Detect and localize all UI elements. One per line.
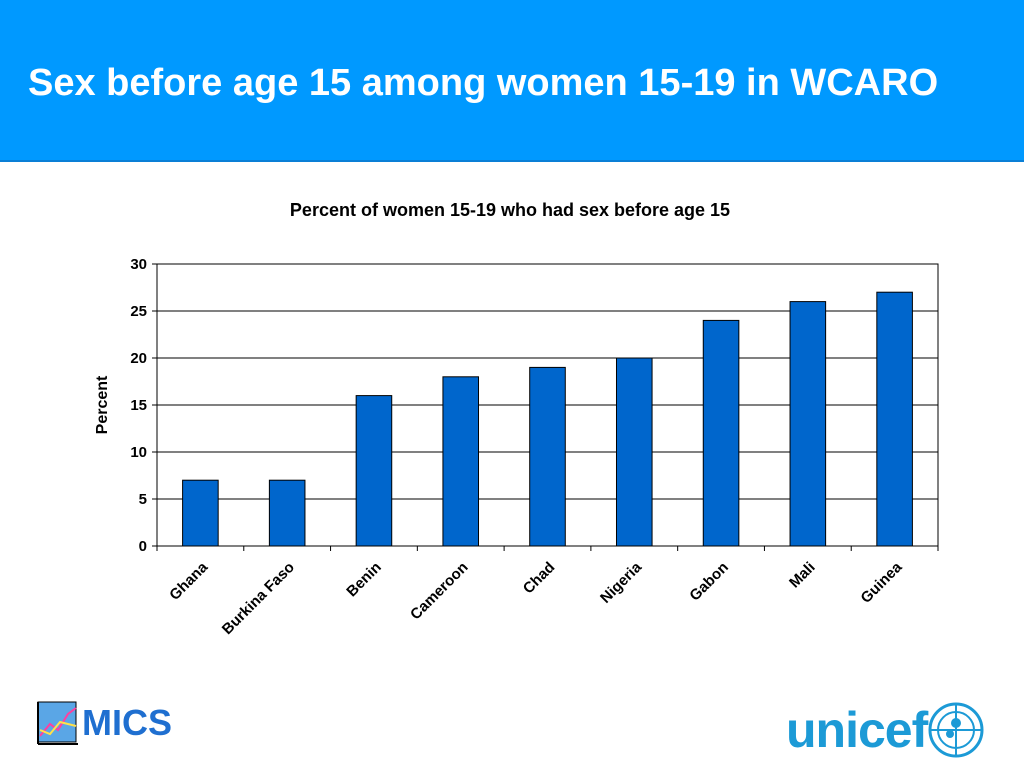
bar-gabon bbox=[702, 319, 740, 547]
bar-burkina-faso bbox=[268, 479, 306, 547]
mics-logo: MICS bbox=[36, 700, 172, 746]
unicef-logo-text: unicef bbox=[786, 702, 928, 758]
bar-ghana bbox=[182, 479, 219, 547]
x-tick-label: Gabon bbox=[686, 559, 732, 605]
bar-cameroon bbox=[442, 376, 480, 547]
x-tick-label: Cameroon bbox=[407, 559, 471, 623]
unicef-emblem-icon bbox=[928, 702, 984, 758]
x-tick-label: Benin bbox=[343, 559, 384, 600]
chart-title: Percent of women 15-19 who had sex befor… bbox=[290, 200, 730, 220]
y-tick-label: 0 bbox=[139, 538, 147, 555]
bar-guinea bbox=[876, 291, 913, 547]
y-tick-label: 15 bbox=[130, 397, 147, 414]
bar-chad bbox=[529, 366, 566, 547]
bar-nigeria bbox=[615, 357, 653, 547]
bar-benin bbox=[355, 395, 393, 547]
bar-chart: Percent of women 15-19 who had sex befor… bbox=[94, 200, 939, 638]
slide-header: Sex before age 15 among women 15-19 in W… bbox=[0, 0, 1024, 162]
x-tick-label: Mali bbox=[786, 559, 819, 592]
y-tick-labels: 0 5 10 15 20 25 30 bbox=[130, 256, 157, 555]
x-tick-label: Chad bbox=[520, 559, 559, 598]
x-tick-label: Nigeria bbox=[597, 558, 645, 606]
y-tick-label: 5 bbox=[139, 491, 147, 508]
x-tick-labels: Ghana Burkina Faso Benin Cameroon Chad Nigeri… bbox=[156, 546, 939, 638]
unicef-logo: unicef bbox=[786, 700, 985, 760]
y-tick-label: 10 bbox=[130, 444, 147, 461]
bar-mali bbox=[789, 301, 827, 547]
y-tick-label: 30 bbox=[130, 256, 147, 273]
x-tick-label: Guinea bbox=[857, 558, 905, 606]
y-tick-label: 20 bbox=[130, 350, 147, 367]
y-tick-label: 25 bbox=[130, 303, 147, 320]
mics-logo-text: MICS bbox=[82, 702, 172, 743]
x-tick-label: Ghana bbox=[166, 558, 211, 603]
mics-chart-icon bbox=[37, 701, 78, 745]
y-axis-label: Percent bbox=[94, 375, 111, 434]
bars bbox=[182, 291, 913, 547]
x-tick-label: Burkina Faso bbox=[219, 559, 298, 638]
slide-title: Sex before age 15 among women 15-19 in W… bbox=[28, 62, 939, 104]
